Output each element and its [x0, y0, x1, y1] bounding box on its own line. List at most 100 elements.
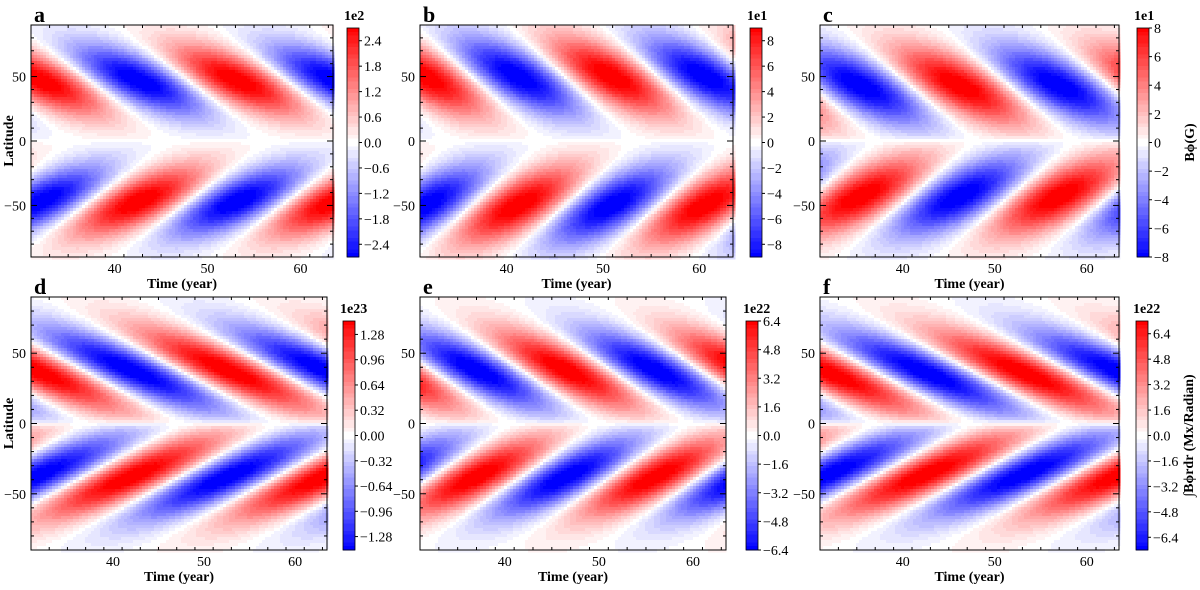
heatmap-cell — [34, 34, 37, 37]
heatmap-cell — [109, 73, 112, 76]
heatmap-cell — [76, 25, 79, 28]
heatmap-cell — [184, 61, 187, 64]
heatmap-cell — [280, 34, 283, 37]
heatmap-cell — [49, 37, 52, 40]
heatmap-cell — [193, 31, 196, 34]
heatmap-cell — [58, 49, 61, 52]
heatmap-cell — [103, 31, 106, 34]
heatmap-cell — [46, 64, 49, 67]
heatmap-cell — [214, 31, 217, 34]
heatmap-cell — [241, 34, 244, 37]
heatmap-cell — [313, 40, 316, 43]
heatmap-cell — [244, 43, 247, 46]
heatmap-cell — [190, 64, 193, 67]
heatmap-cell — [49, 40, 52, 43]
heatmap-cell — [190, 67, 193, 70]
heatmap-cell — [148, 61, 151, 64]
heatmap-cell — [157, 28, 160, 31]
heatmap-cell — [313, 37, 316, 40]
heatmap-cell — [175, 67, 178, 70]
heatmap-cell — [319, 40, 322, 43]
heatmap-cell — [226, 64, 229, 67]
heatmap-cell — [94, 49, 97, 52]
heatmap-cell — [205, 28, 208, 31]
heatmap-cell — [109, 61, 112, 64]
heatmap-cell — [298, 49, 301, 52]
heatmap-cell — [124, 58, 127, 61]
heatmap-cell — [58, 34, 61, 37]
heatmap-cell — [121, 31, 124, 34]
heatmap-cell — [115, 43, 118, 46]
heatmap-cell — [289, 64, 292, 67]
heatmap-cell — [208, 40, 211, 43]
heatmap-cell — [115, 34, 118, 37]
heatmap-cell — [328, 73, 331, 76]
heatmap-cell — [211, 49, 214, 52]
heatmap-cell — [202, 37, 205, 40]
heatmap-cell — [253, 76, 256, 79]
heatmap-cell — [163, 61, 166, 64]
heatmap-cell — [163, 58, 166, 61]
heatmap-cell — [52, 70, 55, 73]
heatmap-cell — [235, 31, 238, 34]
heatmap-cell — [178, 28, 181, 31]
heatmap-cell — [253, 28, 256, 31]
heatmap-cell — [250, 46, 253, 49]
heatmap-cell — [325, 58, 328, 61]
heatmap-cell — [178, 46, 181, 49]
heatmap-cell — [148, 34, 151, 37]
heatmap-cell — [70, 46, 73, 49]
heatmap-cell — [61, 55, 64, 58]
heatmap-cell — [46, 43, 49, 46]
heatmap-cell — [172, 55, 175, 58]
heatmap-cell — [256, 37, 259, 40]
heatmap-cell — [241, 49, 244, 52]
heatmap-cell — [49, 31, 52, 34]
heatmap-cell — [265, 58, 268, 61]
heatmap-cell — [154, 49, 157, 52]
heatmap-cell — [151, 34, 154, 37]
heatmap-cell — [202, 25, 205, 28]
heatmap-cell — [283, 64, 286, 67]
heatmap-cell — [160, 40, 163, 43]
heatmap-cell — [91, 49, 94, 52]
heatmap-cell — [151, 64, 154, 67]
heatmap-cell — [100, 25, 103, 28]
heatmap-cell — [118, 43, 121, 46]
heatmap-cell — [211, 73, 214, 76]
heatmap-cell — [127, 58, 130, 61]
heatmap-cell — [136, 46, 139, 49]
heatmap-cell — [124, 37, 127, 40]
heatmap-cell — [298, 40, 301, 43]
heatmap-cell — [103, 70, 106, 73]
heatmap-cell — [289, 52, 292, 55]
heatmap-cell — [148, 46, 151, 49]
heatmap-cell — [235, 34, 238, 37]
heatmap-cell — [202, 31, 205, 34]
heatmap-cell — [103, 73, 106, 76]
heatmap-cell — [217, 52, 220, 55]
heatmap-cell — [67, 58, 70, 61]
heatmap-cell — [232, 34, 235, 37]
heatmap-cell — [250, 49, 253, 52]
heatmap-cell — [328, 46, 331, 49]
heatmap-cell — [205, 25, 208, 28]
heatmap-cell — [52, 61, 55, 64]
heatmap-cell — [133, 73, 136, 76]
heatmap-cell — [115, 58, 118, 61]
heatmap-cell — [64, 34, 67, 37]
heatmap-cell — [76, 64, 79, 67]
heatmap-cell — [250, 28, 253, 31]
heatmap-cell — [193, 34, 196, 37]
heatmap-cell — [88, 67, 91, 70]
heatmap-cell — [274, 43, 277, 46]
heatmap-cell — [61, 46, 64, 49]
heatmap-cell — [61, 70, 64, 73]
heatmap-cell — [64, 37, 67, 40]
heatmap-cell — [109, 67, 112, 70]
heatmap-cell — [199, 73, 202, 76]
heatmap-cell — [286, 40, 289, 43]
heatmap-cell — [115, 28, 118, 31]
heatmap-cell — [166, 70, 169, 73]
heatmap-cell — [289, 61, 292, 64]
